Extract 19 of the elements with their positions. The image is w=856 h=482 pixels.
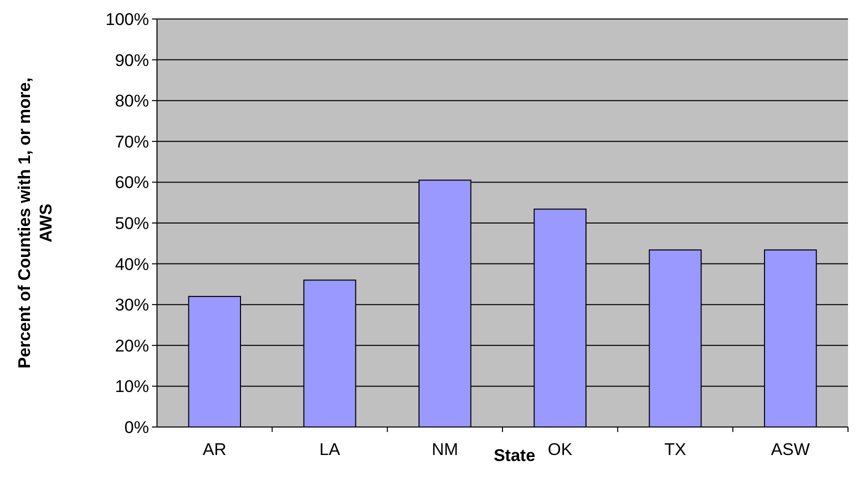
y-tick-label: 100%: [106, 10, 149, 29]
y-tick-label: 50%: [114, 214, 149, 233]
y-tick-label: 80%: [114, 92, 149, 111]
y-tick-label: 40%: [114, 254, 149, 274]
y-tick-label: 0%: [124, 418, 149, 437]
y-tick-label: 70%: [114, 132, 149, 152]
x-tick-label: ASW: [771, 440, 810, 459]
y-tick-label: 60%: [114, 173, 149, 192]
x-tick-label: OK: [548, 440, 574, 459]
y-tick-label: 20%: [114, 336, 149, 356]
x-axis-title: State: [494, 446, 536, 465]
x-tick-label: AR: [202, 440, 226, 459]
y-tick-label: 30%: [114, 296, 149, 315]
y-axis-title: Percent of Counties with 1, or more, AWS: [15, 78, 56, 368]
y-tick-label: 90%: [114, 50, 149, 70]
x-tick-label: TX: [664, 440, 686, 459]
x-tick-label: NM: [432, 440, 458, 459]
x-tick-label: LA: [319, 440, 341, 459]
y-tick-label: 10%: [114, 377, 149, 396]
